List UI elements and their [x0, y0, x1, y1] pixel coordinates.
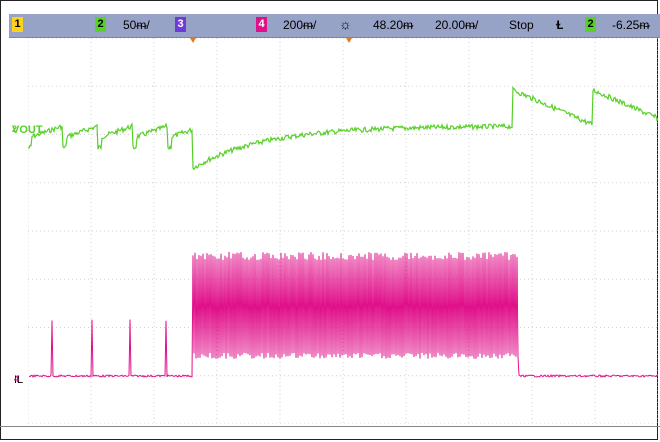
ch2-scale: 50ᵯ/	[123, 18, 150, 32]
status-bar: 1 2 50ᵯ/ 3 4 200ᵯ/ ☼ 48.20ᵯ 20.00ᵯ/ Stop…	[9, 14, 660, 38]
bottom-border	[0, 426, 660, 427]
timebase: 20.00ᵯ/	[435, 18, 479, 32]
ch4-scale: 200ᵯ/	[283, 18, 317, 32]
il-label-text: IL	[14, 374, 24, 386]
time-offset: 48.20ᵯ	[373, 18, 414, 32]
ch1-badge[interactable]: 1	[12, 17, 23, 32]
vout-channel-marker: 2	[12, 124, 18, 134]
vout-trace	[28, 86, 658, 171]
ch3-badge[interactable]: 3	[175, 17, 186, 32]
il-trace	[28, 251, 658, 378]
run-state[interactable]: Stop	[509, 18, 534, 32]
trigger-source-badge[interactable]: 2	[585, 17, 596, 32]
falling-edge-icon: Ɫ	[556, 18, 564, 32]
il-label: 4 IL	[12, 374, 30, 386]
trigger-position-marker	[190, 38, 196, 43]
vout-label: 2 VOUT	[12, 124, 43, 136]
il-channel-marker: 4	[14, 374, 20, 384]
graticule	[28, 38, 658, 424]
time-reference-marker	[346, 38, 352, 43]
waveform-display	[28, 38, 658, 424]
vout-label-text: VOUT	[12, 124, 43, 136]
trigger-level: -6.25ᵯ	[612, 18, 650, 32]
ch2-badge[interactable]: 2	[95, 17, 106, 32]
sun-icon: ☼	[339, 16, 352, 32]
ch4-badge[interactable]: 4	[256, 17, 267, 32]
